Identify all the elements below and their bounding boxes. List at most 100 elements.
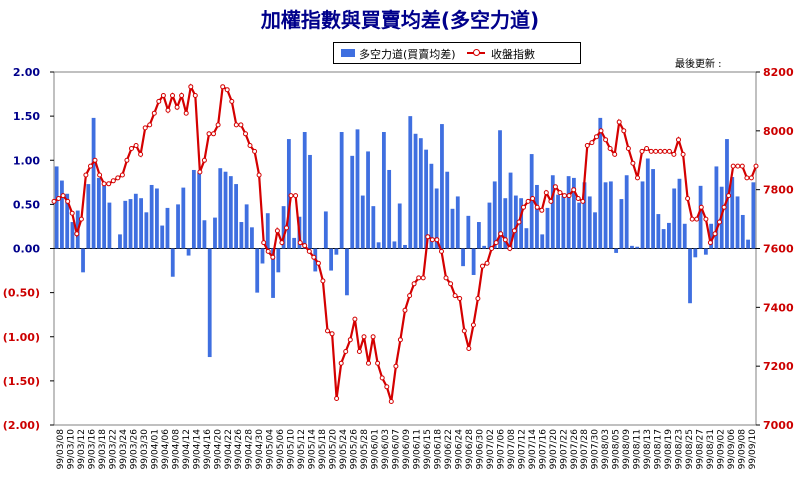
x-tick-label: 99/05/18: [318, 429, 328, 470]
close-index-point: [65, 198, 71, 204]
bar: [355, 129, 360, 249]
bar: [550, 175, 555, 249]
x-tick-label: 99/05/20: [329, 429, 339, 470]
legend: 多空力道(買賣均差) 收盤指數: [333, 42, 581, 64]
x-tick-label: 99/03/26: [129, 429, 139, 470]
bar: [239, 222, 244, 249]
x-tick-label: 99/07/28: [580, 429, 590, 470]
bar: [413, 133, 418, 249]
close-index-point: [188, 84, 194, 90]
bar: [751, 182, 756, 249]
x-tick-label: 99/03/10: [67, 429, 77, 470]
x-tick-label: 99/06/11: [413, 429, 423, 469]
bar: [271, 248, 275, 298]
close-index-point: [698, 204, 704, 210]
bar: [429, 163, 434, 249]
bar: [471, 248, 476, 275]
bar: [160, 225, 165, 249]
close-index-point: [83, 172, 89, 178]
bar: [740, 214, 745, 249]
bar: [440, 124, 444, 249]
bar: [366, 151, 370, 249]
right-tick-label: 7400: [763, 301, 794, 314]
bar: [403, 244, 407, 249]
close-index-point: [612, 151, 618, 157]
close-index-point: [694, 216, 700, 222]
bar: [450, 208, 455, 249]
x-tick-label: 99/04/08: [171, 429, 181, 470]
x-tick-label: 99/07/12: [517, 429, 527, 469]
x-tick-label: 99/07/30: [591, 429, 601, 470]
x-tick-label: 99/06/03: [381, 429, 391, 469]
close-index-point: [420, 275, 426, 281]
close-index-point: [370, 334, 376, 340]
close-index-point: [384, 384, 390, 390]
bar: [677, 178, 682, 249]
x-tick-label: 99/05/04: [266, 429, 276, 470]
close-index-point: [511, 228, 517, 234]
bar: [376, 242, 381, 249]
close-index-point: [147, 122, 153, 128]
bar: [630, 245, 634, 249]
x-tick-label: 99/04/16: [203, 429, 213, 470]
x-tick-label: 99/04/01: [150, 429, 160, 469]
x-tick-label: 99/08/27: [696, 429, 706, 469]
bar: [334, 248, 339, 255]
close-index-point: [293, 193, 299, 199]
close-index-point: [356, 349, 362, 354]
close-index-point: [247, 143, 253, 148]
close-index-point: [534, 204, 540, 210]
bar: [608, 181, 613, 249]
x-tick-label: 99/08/03: [601, 429, 611, 469]
close-index-point: [685, 196, 691, 201]
close-index-point: [425, 234, 431, 240]
bar: [260, 248, 265, 264]
bar: [70, 222, 75, 249]
x-tick-label: 99/08/09: [622, 429, 632, 470]
bar: [81, 248, 85, 273]
bar: [265, 213, 270, 249]
bar: [709, 223, 714, 249]
bar: [556, 194, 560, 249]
close-index-point: [575, 196, 581, 201]
close-index-point: [707, 240, 713, 246]
close-index-point: [397, 337, 403, 343]
x-tick-label: 99/07/06: [496, 429, 506, 470]
x-axis-ticks: 99/03/08 99/03/10 99/03/12 99/03/16 99/03/18…: [56, 429, 758, 470]
close-index-point: [689, 216, 695, 222]
bar: [492, 181, 497, 249]
bar: [308, 154, 312, 249]
bar: [577, 202, 582, 249]
bar: [524, 228, 529, 249]
left-tick-label: 1.50: [13, 110, 40, 123]
bar: [598, 117, 603, 249]
close-index-point: [717, 219, 722, 225]
close-index-point: [461, 328, 467, 334]
bar: [91, 117, 96, 249]
bar: [133, 193, 138, 249]
x-tick-label: 99/06/28: [465, 429, 475, 470]
line-series: [51, 83, 759, 404]
close-index-point: [142, 125, 148, 131]
close-index-point: [315, 260, 321, 266]
close-index-point: [138, 151, 144, 157]
bar: [640, 181, 645, 249]
close-index-point: [489, 246, 495, 251]
x-tick-label: 99/07/02: [486, 429, 496, 469]
right-tick-label: 7800: [763, 184, 794, 197]
close-index-point: [621, 128, 627, 134]
bar: [513, 195, 518, 249]
close-index-point: [407, 293, 413, 299]
bar: [445, 171, 450, 249]
x-tick-label: 99/07/22: [559, 429, 569, 469]
bar: [476, 222, 481, 249]
bar: [614, 248, 619, 253]
close-index-point: [106, 181, 112, 187]
bar: [255, 248, 260, 293]
close-index-point: [388, 399, 394, 404]
left-tick-label: (1.50): [3, 375, 40, 388]
close-index-point: [306, 248, 312, 254]
close-index-point: [653, 148, 659, 154]
x-tick-label: 99/08/11: [633, 429, 643, 469]
